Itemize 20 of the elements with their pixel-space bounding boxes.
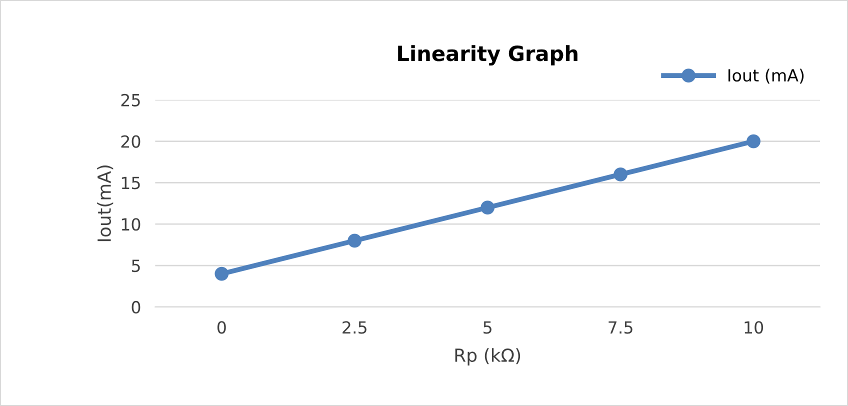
y-tick-label: 20 <box>121 135 140 148</box>
x-tick-label: 10 <box>744 321 764 334</box>
y-tick-label: 5 <box>132 260 140 272</box>
x-axis-title: Rp (kΩ) <box>455 348 520 366</box>
x-tick-label: 5 <box>484 321 492 334</box>
y-axis-title: Iout(mA) <box>97 165 114 242</box>
y-tick-label: 0 <box>132 300 140 314</box>
x-tick-label: 0 <box>217 321 226 334</box>
point <box>614 167 628 182</box>
y-tick-label: 25 <box>121 94 140 106</box>
point <box>214 266 229 281</box>
y-tick-label: 15 <box>122 176 140 190</box>
point <box>480 200 495 214</box>
legend-label: Iout (mA) <box>728 68 804 84</box>
x-tick-label: 7.5 <box>608 321 632 334</box>
chart-title: Linearity Graph <box>398 45 578 66</box>
y-tick-label: 10 <box>122 218 140 231</box>
point <box>348 234 362 248</box>
x-tick-label: 2.5 <box>342 321 366 334</box>
point <box>746 134 760 148</box>
